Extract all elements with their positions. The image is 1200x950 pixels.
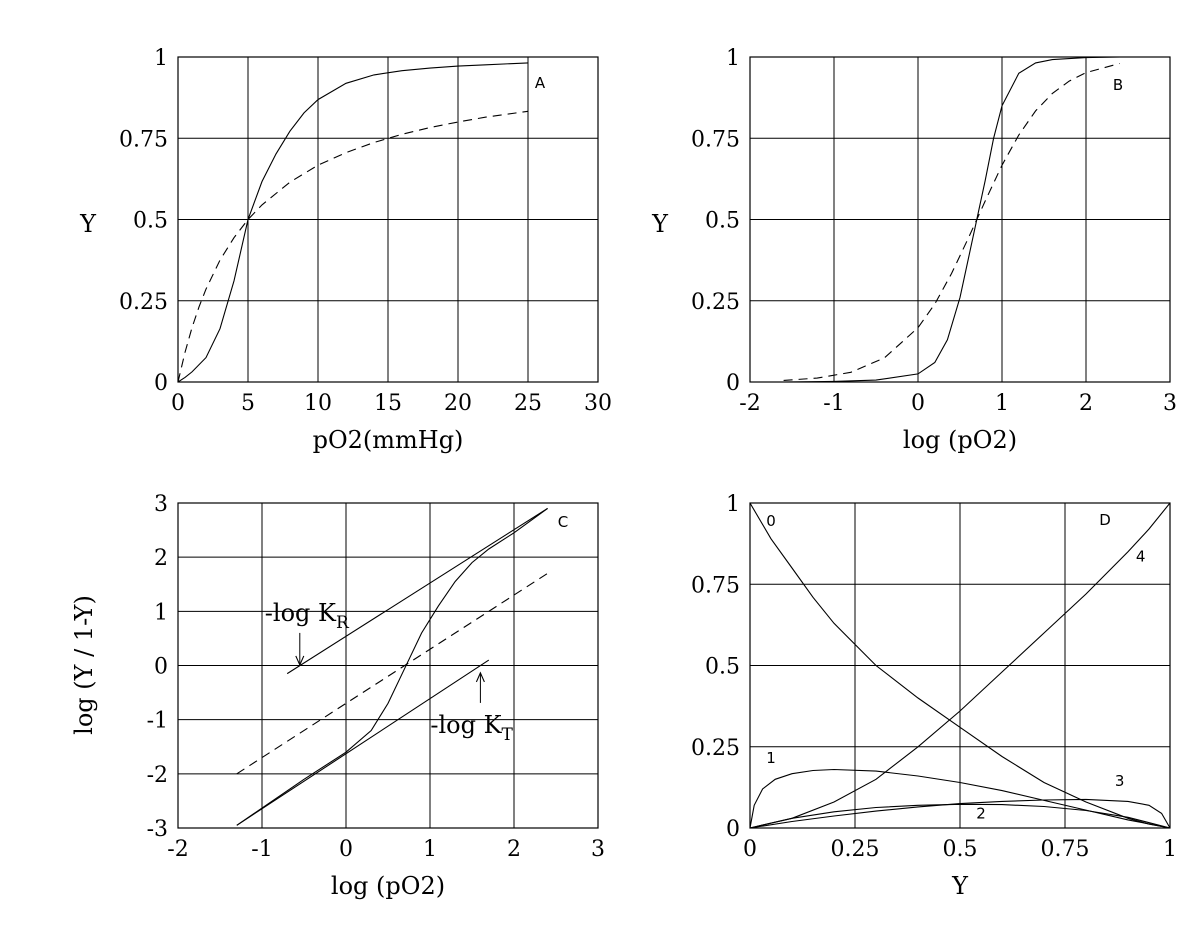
plot-frame: [749, 502, 1171, 829]
x-tick-label: 10: [304, 391, 332, 416]
x-tick-label: 2: [507, 837, 521, 862]
x-tick-label: 25: [514, 391, 542, 416]
panel-letter: C: [558, 513, 568, 531]
y-axis-label: log (Y / 1-Y): [70, 595, 98, 735]
y-tick-label: 0: [154, 371, 168, 396]
y-tick-label: 1: [154, 46, 168, 71]
y-tick-label: 0.5: [705, 655, 740, 680]
x-tick-label: -1: [251, 837, 272, 862]
x-tick-label: 3: [591, 837, 605, 862]
x-tick-label: -2: [167, 837, 188, 862]
plot-frame: [177, 502, 599, 829]
y-tick-label: -3: [147, 817, 168, 842]
series-line-4: [749, 502, 1171, 829]
panel-letter: B: [1113, 76, 1123, 94]
y-tick-label: 1: [154, 600, 168, 625]
x-tick-label: 0.5: [943, 837, 978, 862]
series-line-1-dashed: [783, 62, 1120, 381]
curve-label: 3: [1115, 772, 1125, 790]
annotation-arrowhead: [295, 655, 305, 667]
x-tick-label: 0.25: [831, 837, 880, 862]
x-axis-label: Y: [951, 872, 969, 900]
series-line-2-dashed: [236, 572, 548, 775]
y-tick-label: 0: [154, 655, 168, 680]
curve-label: 1: [766, 749, 776, 767]
x-tick-label: 0: [911, 391, 925, 416]
series-line-3: [236, 507, 548, 826]
y-tick-label: 0.5: [705, 209, 740, 234]
annotation-label-T: -log KT: [430, 711, 513, 745]
x-tick-label: 0: [743, 837, 757, 862]
y-tick-label: 0: [726, 371, 740, 396]
series-line-0: [749, 502, 1171, 829]
curve-label: 4: [1136, 548, 1146, 566]
y-tick-label: 1: [726, 492, 740, 517]
series-line-0: [177, 62, 529, 383]
x-tick-label: 3: [1163, 391, 1177, 416]
annotation-subscript: R: [336, 613, 350, 633]
y-tick-label: 0.75: [691, 127, 740, 152]
x-tick-label: 0: [339, 837, 353, 862]
x-tick-label: 1: [423, 837, 437, 862]
x-tick-label: 1: [995, 391, 1009, 416]
series-line-3: [749, 798, 1171, 829]
x-axis-label: pO2(mmHg): [313, 426, 464, 454]
y-tick-label: 0.5: [133, 209, 168, 234]
x-tick-label: 30: [584, 391, 612, 416]
x-tick-label: 15: [374, 391, 402, 416]
panel-letter: A: [535, 74, 546, 92]
y-tick-label: -2: [147, 763, 168, 788]
curve-label: 0: [766, 512, 776, 530]
y-tick-label: 2: [154, 546, 168, 571]
x-tick-label: 2: [1079, 391, 1093, 416]
series-line-2: [749, 803, 1171, 829]
x-tick-label: -2: [739, 391, 760, 416]
y-tick-label: 3: [154, 492, 168, 517]
plot-frame: [177, 56, 599, 383]
x-tick-label: 1: [1163, 837, 1177, 862]
y-tick-label: 1: [726, 46, 740, 71]
x-tick-label: -1: [823, 391, 844, 416]
panel-b: -2 -1 0 1 2 3 0 0.25 0.5 0.75 1 log (pO2) Y B: [651, 46, 1177, 454]
y-axis-label: Y: [79, 210, 97, 238]
x-axis-label: log (pO2): [903, 426, 1017, 454]
series-line-1-dashed: [177, 110, 529, 383]
y-tick-label: -1: [147, 709, 168, 734]
x-axis-label: log (pO2): [331, 872, 445, 900]
x-tick-label: 0.75: [1041, 837, 1090, 862]
y-tick-label: 0: [726, 817, 740, 842]
x-tick-label: 5: [241, 391, 255, 416]
y-tick-label: 0.25: [119, 290, 168, 315]
panel-d: 0 0.25 0.5 0.75 1 0 0.25 0.5 0.75 1 Y D 0 4 1 2 3: [691, 492, 1177, 900]
x-tick-label: 0: [171, 391, 185, 416]
annotation-text: -log K: [430, 711, 502, 739]
annotation-text: -log K: [265, 599, 337, 627]
curve-label: 2: [976, 804, 986, 822]
annotation-label-R: -log KR: [265, 599, 350, 633]
series-line-1: [749, 768, 1171, 829]
plot-frame: [749, 56, 1171, 383]
y-axis-label: Y: [651, 210, 669, 238]
panel-letter: D: [1099, 511, 1111, 529]
annotation-subscript: T: [502, 725, 514, 745]
y-tick-label: 0.75: [119, 127, 168, 152]
y-tick-label: 0.25: [691, 290, 740, 315]
y-tick-label: 0.25: [691, 736, 740, 761]
series-line-1: [236, 659, 490, 826]
annotation-arrowhead: [475, 671, 485, 683]
y-tick-label: 0.75: [691, 573, 740, 598]
panel-a: 0 5 10 15 20 25 30 0 0.25 0.5 0.75 1 pO2(mmHg) Y A: [79, 46, 612, 454]
x-tick-label: 20: [444, 391, 472, 416]
series-line-0: [286, 507, 548, 675]
